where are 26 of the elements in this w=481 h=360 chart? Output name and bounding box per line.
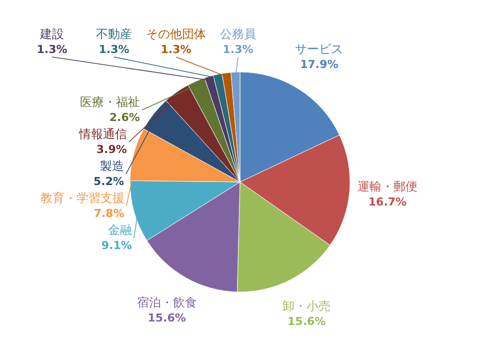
data-label: 5.2% <box>93 175 124 188</box>
slice-label: 不動産 <box>96 27 132 41</box>
data-label: 1.3% <box>36 43 68 56</box>
slice-label: 公務員 <box>220 27 256 41</box>
slice-label: その他団体 <box>146 27 206 41</box>
data-label: 7.8% <box>94 207 124 220</box>
slice-label: 教育・学習支援 <box>40 191 124 205</box>
slice-label: 情報通信 <box>78 127 127 141</box>
data-label: 1.3% <box>160 43 192 56</box>
data-label: 2.6% <box>109 111 140 124</box>
data-label: 1.3% <box>98 43 130 56</box>
slice-label: サービス <box>295 42 344 56</box>
data-label: 16.7% <box>368 196 407 209</box>
data-label: 9.1% <box>101 239 132 252</box>
data-label: 1.3% <box>222 43 254 56</box>
slice-label: 金融 <box>108 223 132 237</box>
slice-label: 製造 <box>100 159 124 173</box>
data-label: 17.9% <box>300 58 338 71</box>
slice-label: 医療・福祉 <box>80 95 140 109</box>
slice-label: 建設 <box>39 27 64 41</box>
data-label: 15.6% <box>148 312 186 325</box>
slice-label: 宿泊・飲食 <box>136 296 197 310</box>
data-label: 3.9% <box>96 143 127 156</box>
slice-label: 運輸・郵便 <box>357 180 418 194</box>
data-label: 15.6% <box>288 315 326 328</box>
slice-label: 卸・小売 <box>282 299 331 314</box>
